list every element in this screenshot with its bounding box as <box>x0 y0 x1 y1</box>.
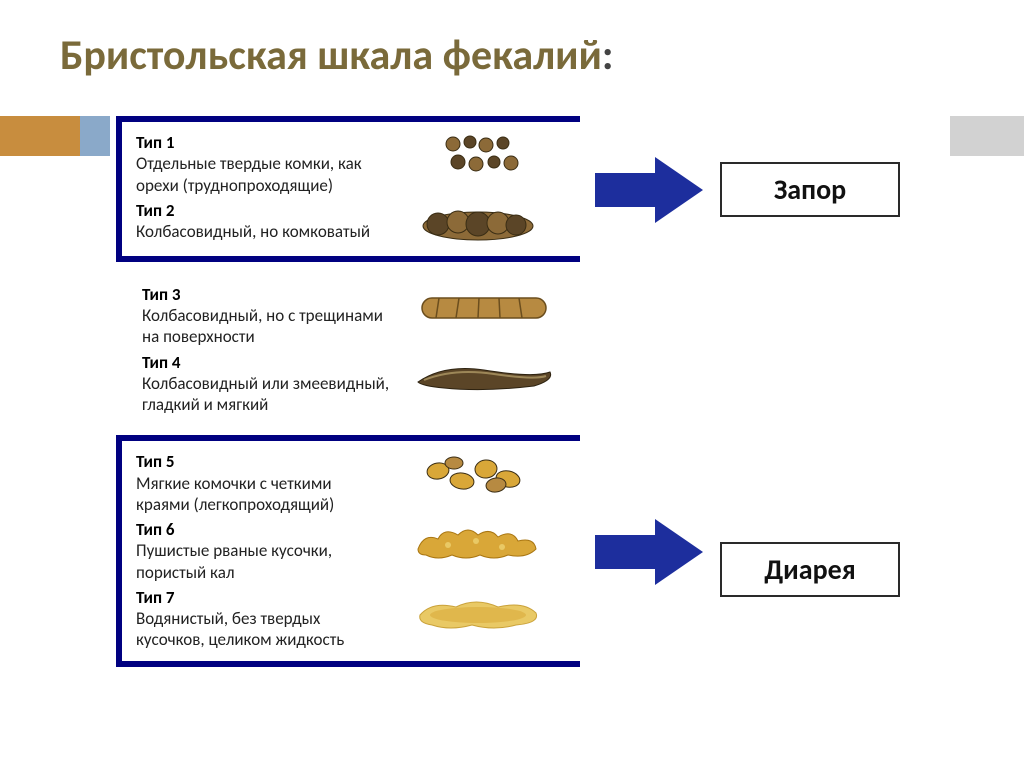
result-top-col: Запор <box>720 162 900 217</box>
bracket-top-col: Тип 1Отдельные твердые комки, как орехи … <box>110 108 580 272</box>
type-text: Тип 4Колбасовидный или змеевидный, гладк… <box>142 352 392 416</box>
type-label: Тип 6 <box>136 519 386 540</box>
type-desc: Отдельные твердые комки, как орехи (труд… <box>136 153 362 195</box>
type-text: Тип 7Водянистый, без твердых кусочков, ц… <box>136 587 386 651</box>
type-entry: Тип 6Пушистые рваные кусочки, пористый к… <box>136 519 572 583</box>
type-illustration <box>404 284 564 330</box>
type-entry: Тип 7Водянистый, без твердых кусочков, ц… <box>136 587 572 651</box>
result-diarrhea: Диарея <box>720 542 900 597</box>
type-image <box>398 587 558 633</box>
type-label: Тип 2 <box>136 200 386 221</box>
title-text: Бристольская шкала фекалий <box>60 30 602 81</box>
type-text: Тип 2Колбасовидный, но комковатый <box>136 200 386 243</box>
accent-bar <box>0 116 80 156</box>
type-label: Тип 7 <box>136 587 386 608</box>
type-illustration <box>398 519 558 565</box>
result-bottom-col: Диарея <box>720 506 900 597</box>
normal-col: Тип 3Колбасовидный, но с трещинами на по… <box>110 272 580 428</box>
type-image <box>398 451 558 497</box>
type-label: Тип 3 <box>142 284 392 305</box>
result-constipation: Запор <box>720 162 900 217</box>
bracket-top: Тип 1Отдельные твердые комки, как орехи … <box>116 116 580 262</box>
type-label: Тип 5 <box>136 451 386 472</box>
type-illustration <box>398 132 558 178</box>
arrow-icon <box>595 517 705 587</box>
type-label: Тип 4 <box>142 352 392 373</box>
type-illustration <box>398 200 558 246</box>
group-diarrhea: Тип 5Мягкие комочки с четкими краями (ле… <box>110 427 950 676</box>
page-title: Бристольская шкала фекалий: <box>60 30 614 81</box>
type-desc: Колбасовидный, но с трещинами на поверхн… <box>142 305 383 347</box>
type-image <box>398 200 558 246</box>
type-desc: Водянистый, без твердых кусочков, целико… <box>136 608 344 650</box>
type-illustration <box>398 587 558 633</box>
type-illustration <box>398 451 558 497</box>
group-constipation: Тип 1Отдельные твердые комки, как орехи … <box>110 108 950 272</box>
type-entry: Тип 1Отдельные твердые комки, как орехи … <box>136 132 572 196</box>
type-entry: Тип 2Колбасовидный, но комковатый <box>136 200 572 246</box>
type-entry: Тип 4Колбасовидный или змеевидный, гладк… <box>142 352 572 416</box>
type-image <box>404 284 564 330</box>
type-entry: Тип 3Колбасовидный, но с трещинами на по… <box>142 284 572 348</box>
type-label: Тип 1 <box>136 132 386 153</box>
type-illustration <box>404 352 564 398</box>
slide: Бристольская шкала фекалий: Тип 1Отдельн… <box>0 0 1024 767</box>
chart: Тип 1Отдельные твердые комки, как орехи … <box>110 108 950 677</box>
arrow-top-col <box>580 155 720 225</box>
type-text: Тип 1Отдельные твердые комки, как орехи … <box>136 132 386 196</box>
title-colon: : <box>602 30 614 81</box>
type-text: Тип 3Колбасовидный, но с трещинами на по… <box>142 284 392 348</box>
arrow-bottom-col <box>580 517 720 587</box>
type-desc: Мягкие комочки с четкими краями (легкопр… <box>136 473 334 515</box>
type-text: Тип 5Мягкие комочки с четкими краями (ле… <box>136 451 386 515</box>
type-image <box>398 519 558 565</box>
arrow-icon <box>595 155 705 225</box>
type-desc: Колбасовидный или змеевидный, гладкий и … <box>142 373 389 415</box>
type-image <box>398 132 558 178</box>
bracket-bottom: Тип 5Мягкие комочки с четкими краями (ле… <box>116 435 580 666</box>
type-image <box>404 352 564 398</box>
type-text: Тип 6Пушистые рваные кусочки, пористый к… <box>136 519 386 583</box>
group-normal: Тип 3Колбасовидный, но с трещинами на по… <box>110 272 950 428</box>
type-desc: Колбасовидный, но комковатый <box>136 221 370 242</box>
type-desc: Пушистые рваные кусочки, пористый кал <box>136 540 332 582</box>
type-entry: Тип 5Мягкие комочки с четкими краями (ле… <box>136 451 572 515</box>
normal-block: Тип 3Колбасовидный, но с трещинами на по… <box>116 274 580 426</box>
bracket-bottom-col: Тип 5Мягкие комочки с четкими краями (ле… <box>110 427 580 676</box>
